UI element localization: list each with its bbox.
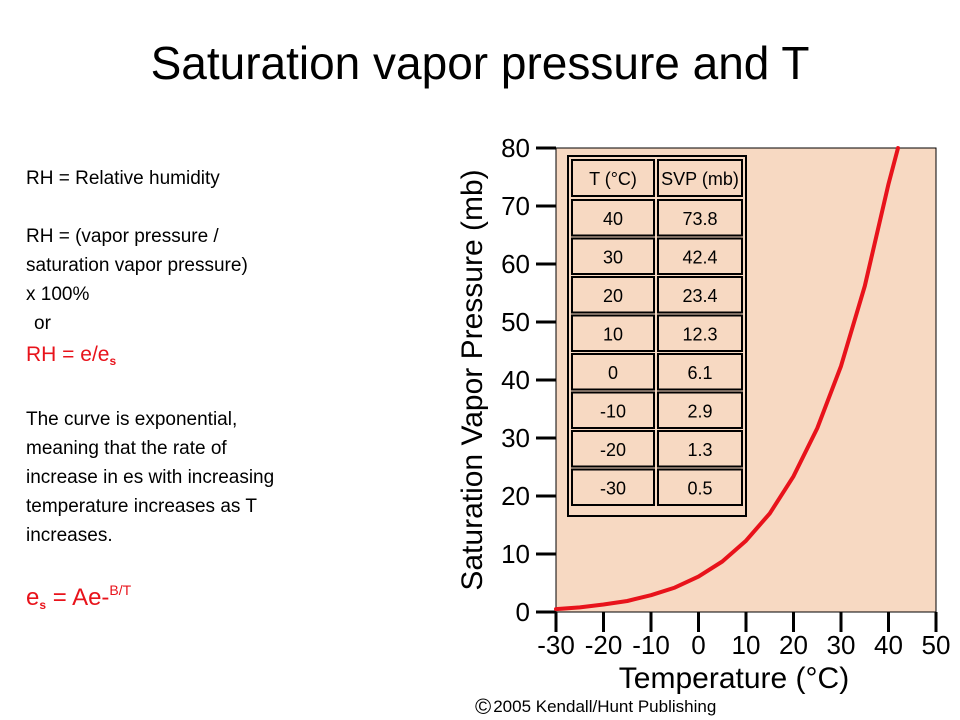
table-svp-cell bbox=[657, 276, 743, 314]
rh-equation-line-3: x 100% bbox=[26, 284, 90, 305]
table-svp-cell bbox=[657, 199, 743, 237]
table-temperature-cell bbox=[571, 199, 655, 237]
or-text: or bbox=[34, 313, 51, 334]
table-svp: 1.3 bbox=[687, 440, 712, 460]
table-svp: 6.1 bbox=[687, 363, 712, 383]
es-formula-body: = Ae- bbox=[46, 584, 110, 611]
table-svp: 73.8 bbox=[682, 209, 717, 229]
copyright-notice: © 2005 Kendall/Hunt Publishing bbox=[475, 694, 716, 720]
table-temperature-cell bbox=[571, 276, 655, 314]
table-temperature: -30 bbox=[600, 478, 626, 498]
y-tick-label: 30 bbox=[501, 423, 530, 453]
table-header: SVP (mb) bbox=[661, 169, 739, 189]
y-tick-label: 10 bbox=[501, 539, 530, 569]
y-axis-title: Saturation Vapor Pressure (mb) bbox=[456, 169, 489, 590]
x-tick-label: -20 bbox=[585, 630, 623, 660]
table-svp-cell bbox=[657, 391, 743, 429]
explanation-line-4: temperature increases as T bbox=[26, 496, 257, 517]
y-tick-label: 60 bbox=[501, 249, 530, 279]
copyright-symbol: © bbox=[475, 694, 492, 719]
rh-formula-main: RH = e/e bbox=[26, 343, 110, 366]
es-formula-e: e bbox=[26, 584, 40, 611]
table-header-cell bbox=[657, 159, 743, 197]
table-temperature-cell bbox=[571, 430, 655, 468]
explanation-line-3: increase in es with increasing bbox=[26, 467, 275, 488]
table-svp-cell bbox=[657, 468, 743, 506]
x-tick-label: 40 bbox=[874, 630, 903, 660]
table-temperature: -10 bbox=[600, 401, 626, 421]
x-tick-label: 50 bbox=[922, 630, 951, 660]
notes-panel: RH = Relative humidity RH = (vapor press… bbox=[26, 164, 356, 620]
table-svp: 42.4 bbox=[682, 247, 717, 267]
x-tick-label: 30 bbox=[827, 630, 856, 660]
table-temperature-cell bbox=[571, 314, 655, 352]
table-temperature: 30 bbox=[603, 247, 623, 267]
es-formula-subscript: s bbox=[39, 598, 47, 612]
y-tick-label: 80 bbox=[501, 133, 530, 163]
curve-group bbox=[554, 146, 900, 612]
inset-table: T (°C) SVP (mb) 40 73.8 30 42.4 20 23.4 10 12.3 0 6… bbox=[567, 155, 747, 517]
copyright-text: 2005 Kendall/Hunt Publishing bbox=[493, 697, 717, 716]
axis-ticks: 0 10 20 30 40 50 60 70 80 -30 -20 -10 0 10 20 30 40 50 bbox=[501, 133, 950, 660]
es-formula-exponent: B/T bbox=[109, 582, 132, 598]
y-tick-label: 40 bbox=[501, 365, 530, 395]
table-temperature: 40 bbox=[603, 209, 623, 229]
y-tick-label: 50 bbox=[501, 307, 530, 337]
table-svp-cell bbox=[657, 314, 743, 352]
es-formula: es = Ae-B/T bbox=[26, 576, 356, 620]
slide-title: Saturation vapor pressure and T bbox=[150, 37, 810, 89]
table-svp: 23.4 bbox=[682, 286, 717, 306]
inset-table-border bbox=[567, 155, 747, 517]
y-tick-label: 0 bbox=[516, 597, 530, 627]
rh-equation-line-1: RH = (vapor pressure / bbox=[26, 226, 219, 247]
table-svp-cell bbox=[657, 430, 743, 468]
table-temperature: 0 bbox=[608, 363, 618, 383]
x-tick-label: -30 bbox=[537, 630, 575, 660]
explanation-line-1: The curve is exponential, bbox=[26, 409, 238, 430]
table-header: T (°C) bbox=[589, 169, 637, 189]
table-temperature-cell bbox=[571, 353, 655, 391]
rh-definition: RH = Relative humidity bbox=[26, 168, 220, 189]
rh-equation-line-2: saturation vapor pressure) bbox=[26, 255, 248, 276]
table-temperature-cell bbox=[571, 237, 655, 275]
rh-formula-subscript: s bbox=[109, 354, 117, 368]
table-temperature-cell bbox=[571, 468, 655, 506]
explanation-line-5: increases. bbox=[26, 525, 113, 546]
y-tick-label: 20 bbox=[501, 481, 530, 511]
table-svp: 0.5 bbox=[687, 478, 712, 498]
y-axis-title-group: Saturation Vapor Pressure (mb) bbox=[456, 169, 489, 590]
table-temperature: 10 bbox=[603, 324, 623, 344]
svp-curve bbox=[554, 146, 900, 612]
y-tick-label: 70 bbox=[501, 191, 530, 221]
table-header-cell bbox=[571, 159, 655, 197]
x-axis-title: Temperature (°C) bbox=[619, 662, 849, 695]
table-temperature: 20 bbox=[603, 286, 623, 306]
rh-formula: RH = e/es bbox=[26, 340, 356, 376]
x-tick-label: 10 bbox=[732, 630, 761, 660]
x-tick-label: 20 bbox=[779, 630, 808, 660]
table-svp-cell bbox=[657, 237, 743, 275]
table-svp: 12.3 bbox=[682, 324, 717, 344]
x-tick-label: -10 bbox=[632, 630, 670, 660]
x-tick-label: 0 bbox=[691, 630, 705, 660]
explanation-line-2: meaning that the rate of bbox=[26, 438, 227, 459]
table-temperature-cell bbox=[571, 391, 655, 429]
table-svp-cell bbox=[657, 353, 743, 391]
table-svp: 2.9 bbox=[687, 401, 712, 421]
table-temperature: -20 bbox=[600, 440, 626, 460]
